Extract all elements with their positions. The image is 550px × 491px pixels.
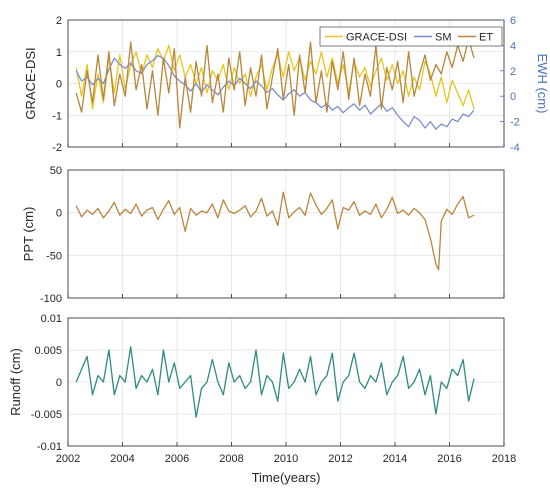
y-tick-label: -100 [40, 293, 62, 305]
x-axis-label: Time(years) [252, 470, 321, 485]
y-tick-label: 50 [50, 165, 62, 177]
y-axis-label: GRACE-DSI [23, 47, 38, 119]
x-tick-label: 2016 [437, 453, 461, 465]
y-tick-labels: -0.01 -0.005 0 0.005 0.01 [31, 313, 62, 453]
y2-tick-label: 2 [510, 66, 516, 78]
y2-tick-label: -2 [510, 117, 520, 129]
x-tick-label: 2006 [165, 453, 189, 465]
y-tick-label: 0 [56, 208, 62, 220]
panel-ppt: -100 -50 0 50 PPT (cm) [21, 165, 505, 305]
series-line-panel-1 [75, 191, 475, 271]
y-tick-label: 0.01 [41, 313, 62, 325]
y-axis-label: Runoff (cm) [8, 348, 23, 416]
panel-runoff: -0.01 -0.005 0 0.005 0.01 Runoff (cm) [8, 313, 505, 453]
x-tick-label: 2010 [274, 453, 298, 465]
series-layer [75, 38, 475, 130]
series-line-et [75, 38, 475, 129]
y-tick-label: -1 [52, 110, 62, 122]
panel-grace-dsi: -2 -1 0 1 2 -4 -2 0 2 4 6 GRACE-DSI EWH (cm) GRAC… [23, 15, 550, 154]
y-tick-label: 1 [56, 47, 62, 59]
y-tick-label: 0.005 [34, 345, 62, 357]
plot-frame [67, 19, 505, 148]
legend-label-et: ET [479, 32, 493, 44]
y-tick-label: -0.005 [31, 409, 62, 421]
plot-frame [67, 169, 505, 299]
x-tick-labels: 2002 2004 2006 2008 2010 2012 2014 2016 2018 [56, 453, 516, 465]
legend-box [319, 26, 503, 47]
y2-tick-label: -4 [510, 142, 520, 154]
y-tick-label: 0 [56, 377, 62, 389]
y-tick-label: -2 [52, 142, 62, 154]
series-layer [75, 346, 475, 418]
x-tick-label: 2004 [110, 453, 134, 465]
x-tick-label: 2014 [383, 453, 407, 465]
y2-tick-label: 6 [510, 15, 516, 27]
y-tick-label: 0 [56, 79, 62, 91]
x-tick-label: 2012 [328, 453, 352, 465]
y-tick-label: -0.01 [37, 441, 62, 453]
y2-tick-label: 0 [510, 91, 516, 103]
series-layer [75, 191, 475, 271]
y-tick-label: -50 [46, 250, 62, 262]
x-tick-label: 2002 [56, 453, 80, 465]
legend-label-grace-dsi: GRACE-DSI [346, 32, 407, 44]
legend-label-sm: SM [435, 32, 452, 44]
y-axis-label: PPT (cm) [21, 207, 36, 262]
y-tick-labels: -2 -1 0 1 2 [52, 15, 62, 154]
series-line-panel-2 [75, 346, 475, 418]
y-tick-labels: -100 -50 0 50 [40, 165, 62, 305]
y2-axis-label: EWH (cm) [535, 54, 550, 114]
x-tick-label: 2018 [492, 453, 516, 465]
y-tick-label: 2 [56, 15, 62, 27]
legend: GRACE-DSI SM ET [319, 26, 503, 47]
y2-tick-label: 4 [510, 40, 516, 52]
x-tick-label: 2008 [219, 453, 243, 465]
plot-frame [67, 317, 505, 447]
